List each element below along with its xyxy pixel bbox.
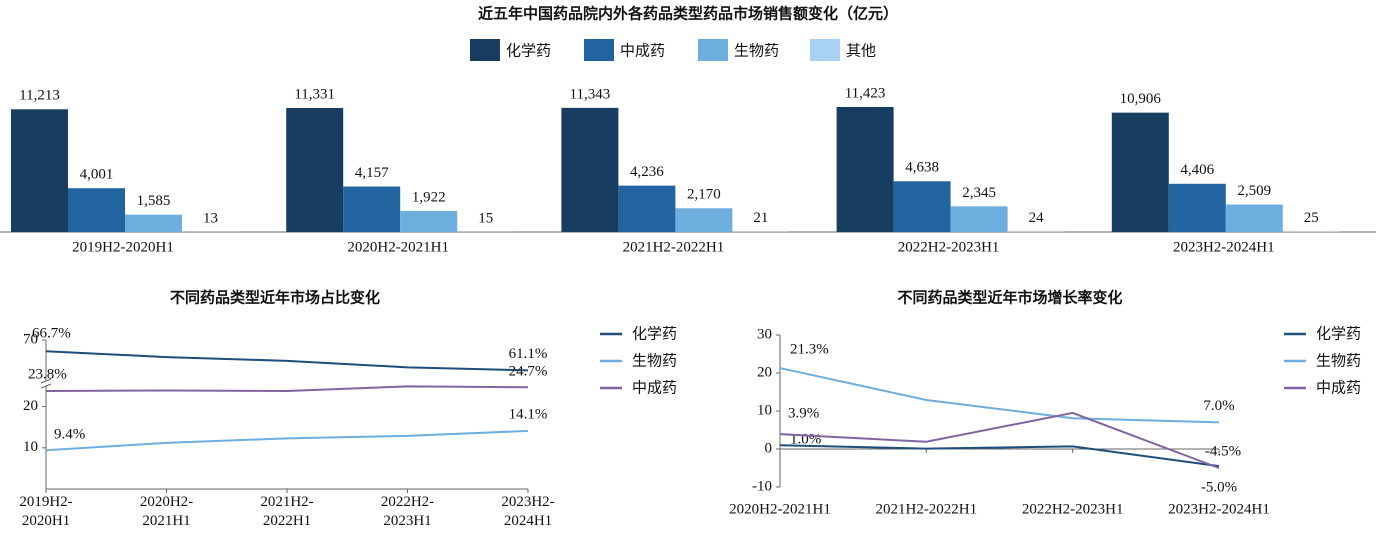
- data-label: -5.0%: [1201, 479, 1237, 495]
- data-label: 11,343: [570, 86, 611, 102]
- x-tick-label: 2023H2-2024H1: [501, 494, 554, 529]
- data-label: 11,423: [845, 85, 886, 101]
- y-tick-label: 10: [757, 402, 772, 418]
- bar: [675, 208, 733, 232]
- data-label: 15: [478, 210, 493, 226]
- data-label: 21: [753, 210, 768, 226]
- legend-label: 生物药: [1316, 352, 1361, 370]
- axis-break: [40, 381, 52, 386]
- legend-label: 化学药: [1316, 325, 1361, 343]
- legend-label: 中成药: [1316, 379, 1361, 397]
- bar: [400, 210, 458, 232]
- data-label: 4,236: [630, 164, 664, 180]
- bar: [11, 109, 68, 232]
- y-tick-label: 20: [757, 364, 772, 380]
- bar: [618, 185, 676, 232]
- data-label: 24.7%: [509, 364, 548, 380]
- legend-swatch: [584, 39, 614, 61]
- legend-label: 化学药: [506, 42, 551, 60]
- bar: [286, 108, 344, 232]
- data-label: 3.9%: [788, 406, 819, 422]
- x-tick-label: 2022H2-2023H1: [898, 239, 1000, 255]
- data-label: 9.4%: [54, 427, 85, 443]
- legend-swatch: [698, 39, 728, 61]
- data-label: 24: [1029, 210, 1045, 226]
- data-label: 11,331: [294, 86, 335, 102]
- data-label: -4.5%: [1205, 444, 1241, 460]
- data-label: 4,001: [80, 167, 114, 183]
- data-label: 2,509: [1237, 183, 1271, 199]
- data-label: 4,157: [355, 165, 389, 181]
- y-tick-label: 30: [757, 326, 772, 342]
- x-tick-label: 2023H2-2024H1: [1168, 501, 1270, 517]
- data-label: 1,585: [137, 193, 171, 209]
- legend-swatch: [810, 39, 840, 61]
- data-label: 10,906: [1120, 91, 1162, 107]
- legend-label: 化学药: [632, 325, 677, 343]
- data-label: 25: [1304, 210, 1319, 226]
- y-tick-label: 0: [765, 440, 773, 456]
- bar: [893, 181, 951, 232]
- data-label: 7.0%: [1203, 398, 1234, 414]
- bar: [68, 188, 125, 232]
- legend-label: 中成药: [620, 42, 665, 60]
- bar: [1225, 204, 1283, 232]
- x-tick-label: 2020H2-2021H1: [140, 494, 193, 529]
- data-label: 11,213: [19, 88, 60, 104]
- axis-break: [40, 383, 52, 389]
- legend-label: 生物药: [632, 352, 677, 370]
- data-label: 66.7%: [32, 326, 71, 342]
- bar: [1168, 183, 1226, 232]
- x-tick-label: 2022H2-2023H1: [381, 494, 434, 529]
- data-label: 2,170: [687, 187, 721, 203]
- y-tick-label: 70: [23, 331, 38, 347]
- series-line: [45, 429, 529, 452]
- data-label: 2,345: [962, 185, 996, 201]
- data-label: 1,922: [412, 189, 446, 205]
- data-label: 23.8%: [28, 366, 67, 382]
- x-tick-label: 2021H2-2022H1: [623, 239, 725, 255]
- x-tick-label: 2019H2-2020H1: [19, 494, 72, 529]
- chart-title: 不同药品类型近年市场占比变化: [170, 289, 380, 307]
- x-tick-label: 2019H2-2020H1: [72, 239, 174, 255]
- series-line: [779, 444, 1220, 468]
- x-tick-label: 2020H2-2021H1: [729, 501, 831, 517]
- series-line: [45, 350, 529, 372]
- bar: [343, 186, 401, 232]
- x-tick-label: 2023H2-2024H1: [1173, 239, 1275, 255]
- x-tick-label: 2020H2-2021H1: [347, 239, 449, 255]
- y-tick-label: 10: [23, 439, 38, 455]
- x-tick-label: 2021H2-2022H1: [260, 494, 313, 529]
- bar: [125, 214, 182, 232]
- x-tick-label: 2021H2-2022H1: [875, 501, 977, 517]
- legend-swatch: [470, 39, 500, 61]
- legend-label: 生物药: [734, 42, 779, 60]
- y-tick-label: 20: [23, 398, 38, 414]
- legend-label: 中成药: [632, 379, 677, 397]
- bar: [1111, 112, 1169, 232]
- data-label: 61.1%: [509, 346, 548, 362]
- bar: [561, 107, 619, 232]
- series-line: [779, 411, 1220, 469]
- legend-label: 其他: [846, 42, 876, 60]
- data-label: 13: [203, 210, 218, 226]
- bar: [836, 107, 894, 232]
- series-line: [779, 367, 1220, 424]
- data-label: 4,638: [905, 160, 939, 176]
- data-label: 21.3%: [790, 341, 829, 357]
- data-label: 4,406: [1180, 162, 1214, 178]
- axis-break: [40, 378, 52, 384]
- series-line: [45, 385, 529, 392]
- data-label: 14.1%: [509, 406, 548, 422]
- chart-title: 不同药品类型近年市场增长率变化: [897, 289, 1122, 307]
- bar: [950, 206, 1008, 232]
- x-tick-label: 2022H2-2023H1: [1022, 501, 1124, 517]
- chart-title: 近五年中国药品院内外各药品类型药品市场销售额变化（亿元）: [478, 5, 898, 23]
- y-tick-label: -10: [752, 478, 772, 494]
